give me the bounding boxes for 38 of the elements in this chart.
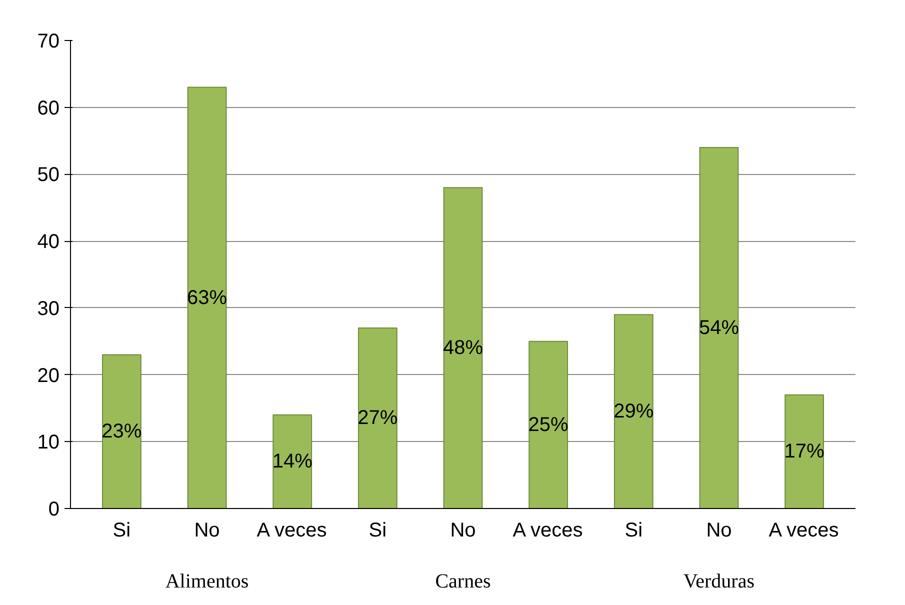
data-label: 29% <box>614 400 654 423</box>
bar <box>784 394 824 508</box>
data-label: 27% <box>358 407 398 430</box>
y-tick-label: 40 <box>37 231 60 254</box>
y-tick-label: 70 <box>37 30 60 52</box>
data-label: 14% <box>272 450 313 473</box>
x-tick-label: A veces <box>256 520 327 542</box>
text: Carnes <box>435 570 491 592</box>
data-label: 25% <box>528 414 569 436</box>
x-tick-label: No <box>194 520 220 542</box>
x-tick-label: No <box>450 520 476 542</box>
text: Verduras <box>683 570 755 592</box>
y-tick-label: 30 <box>37 298 60 320</box>
x-tick-label: A veces <box>768 520 839 542</box>
bar <box>187 86 227 508</box>
y-tick-label: 20 <box>37 364 60 387</box>
text: Alimentos <box>165 570 249 592</box>
bar <box>358 327 398 508</box>
y-tick-label: 0 <box>48 498 60 520</box>
data-label: 63% <box>187 286 228 309</box>
data-label: 17% <box>784 440 825 463</box>
data-label: 23% <box>102 420 142 443</box>
x-tick-label: A veces <box>512 520 583 542</box>
bar <box>443 187 483 508</box>
x-tick-label: Si <box>368 520 387 542</box>
bar <box>272 414 312 508</box>
data-label: 54% <box>698 316 740 339</box>
x-tick-label: Si <box>112 520 131 542</box>
y-tick-label: 50 <box>37 164 60 186</box>
y-tick-label: 60 <box>37 97 60 120</box>
data-label: 48% <box>442 337 484 360</box>
bar <box>102 354 142 508</box>
bar <box>614 314 654 508</box>
x-tick-label: Si <box>624 520 643 542</box>
bar <box>699 146 739 508</box>
y-tick-label: 10 <box>37 432 60 454</box>
x-tick-label: No <box>706 520 732 542</box>
bar <box>528 340 568 508</box>
